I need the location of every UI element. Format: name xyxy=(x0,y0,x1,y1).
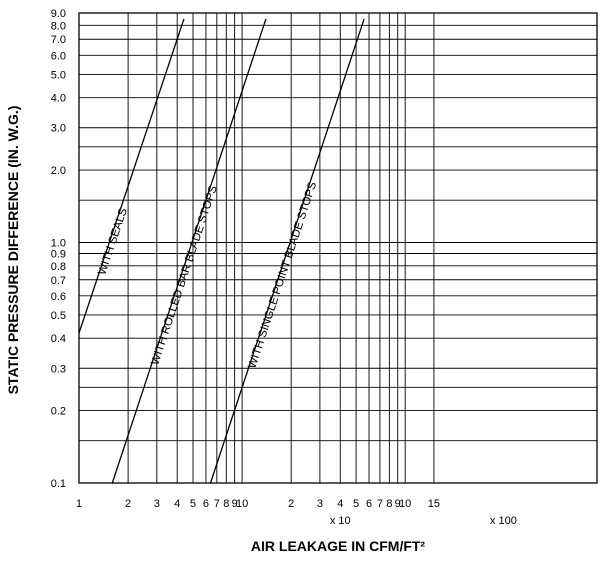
x-tick-label: 5 xyxy=(353,498,359,510)
plot-border xyxy=(78,12,598,484)
y-tick-label: 0.1 xyxy=(51,478,66,490)
x-tick-label: 7 xyxy=(214,498,220,510)
x-tick-label: 7 xyxy=(377,498,383,510)
x-tick-label: 10 xyxy=(399,498,411,510)
y-tick-label: 0.2 xyxy=(51,406,66,418)
y-tick-label: 0.3 xyxy=(51,363,66,375)
x-multiplier-label: x 100 xyxy=(490,515,517,527)
x-multiplier-label: x 10 xyxy=(330,515,351,527)
y-tick-label: 0.5 xyxy=(51,310,66,322)
x-multipliers: x 10 x 100 xyxy=(330,515,517,527)
series-line xyxy=(111,18,267,484)
x-tick-label: 4 xyxy=(337,498,343,510)
x-tick-label: 3 xyxy=(317,498,323,510)
x-tick-label: 15 xyxy=(428,498,440,510)
y-tick-label: 0.9 xyxy=(51,249,66,261)
x-tick-label: 4 xyxy=(174,498,180,510)
x-tick-labels: 1 2 3 4 5 6 7 8 910 2 3 4 5 6 7 8 910 15 xyxy=(76,498,440,510)
x-tick-label: 9 xyxy=(232,498,238,510)
x-tick-label: 3 xyxy=(154,498,160,510)
y-tick-label: 3.0 xyxy=(51,123,66,135)
y-axis-title: STATIC PRESSURE DIFFERENCE (IN. W.G.) xyxy=(5,106,21,395)
y-tick-label: 9.0 xyxy=(51,8,66,20)
y-tick-label: 8.0 xyxy=(51,20,66,32)
x-tick-label: 8 xyxy=(223,498,229,510)
series-line xyxy=(209,18,365,484)
x-tick-label: 1 xyxy=(76,498,82,510)
x-tick-label: 5 xyxy=(190,498,196,510)
series-line xyxy=(78,18,185,334)
y-tick-label: 5.0 xyxy=(51,69,66,81)
x-tick-label: 8 xyxy=(386,498,392,510)
y-tick-label: 2.0 xyxy=(51,165,66,177)
y-tick-label: 1.0 xyxy=(51,237,66,249)
y-tick-label: 0.7 xyxy=(51,275,66,287)
x-axis-title: AIR LEAKAGE IN CFM/FT² xyxy=(251,538,426,554)
y-tick-label: 0.6 xyxy=(51,291,66,303)
y-tick-label: 0.4 xyxy=(51,333,66,345)
y-tick-label: 4.0 xyxy=(51,93,66,105)
x-tick-label: 6 xyxy=(203,498,209,510)
x-tick-label: 2 xyxy=(125,498,131,510)
plot-frame xyxy=(78,12,598,484)
y-tick-label: 0.8 xyxy=(51,261,66,273)
y-tick-label: 7.0 xyxy=(51,34,66,46)
y-tick-label: 6.0 xyxy=(51,50,66,62)
y-tick-labels: 0.1 0.2 0.3 0.4 0.5 0.6 0.7 0.80.91.0 2.0 3.0 4.0 5… xyxy=(51,8,66,490)
x-tick-label: 2 xyxy=(288,498,294,510)
series-lines xyxy=(78,18,365,484)
x-tick-label: 6 xyxy=(366,498,372,510)
x-tick-label: 10 xyxy=(236,498,248,510)
x-tick-label: 9 xyxy=(395,498,401,510)
